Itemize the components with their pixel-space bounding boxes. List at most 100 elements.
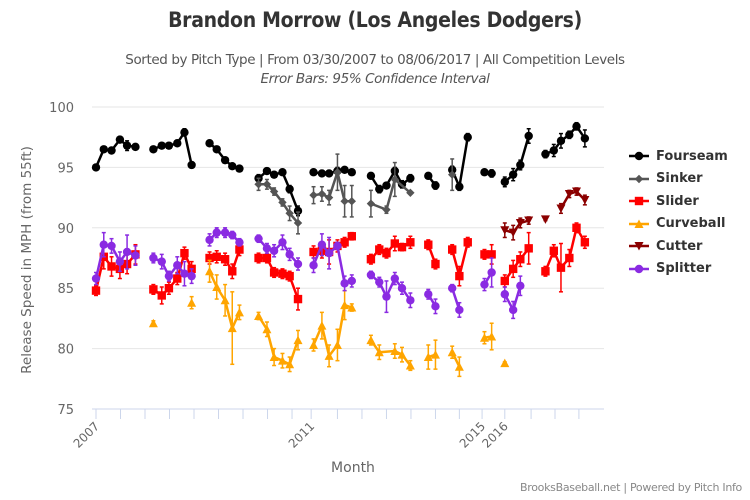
data-point bbox=[164, 141, 174, 150]
data-point bbox=[406, 188, 415, 197]
data-point bbox=[524, 244, 533, 253]
data-point bbox=[390, 346, 400, 356]
data-point bbox=[285, 359, 295, 369]
x-tick-label: 2016 bbox=[479, 419, 510, 450]
data-point bbox=[269, 268, 279, 277]
data-point bbox=[180, 269, 189, 278]
data-point bbox=[324, 351, 334, 360]
data-point bbox=[164, 271, 174, 281]
data-point bbox=[212, 252, 221, 261]
data-point bbox=[572, 223, 581, 232]
data-point bbox=[212, 228, 221, 237]
data-point bbox=[366, 199, 376, 208]
data-point bbox=[293, 259, 303, 269]
data-point bbox=[228, 230, 237, 240]
legend-marker-icon bbox=[629, 264, 649, 273]
data-point bbox=[516, 255, 525, 264]
legend-label: Slider bbox=[656, 193, 699, 209]
data-point bbox=[382, 248, 391, 258]
data-point bbox=[431, 181, 440, 190]
data-point bbox=[309, 190, 318, 200]
data-point bbox=[431, 302, 440, 311]
data-point bbox=[390, 175, 400, 184]
data-point bbox=[580, 196, 590, 205]
data-point bbox=[500, 290, 509, 299]
data-point bbox=[220, 228, 230, 237]
data-point bbox=[187, 298, 197, 307]
data-point bbox=[269, 187, 279, 196]
legend-item-slider[interactable]: Slider bbox=[628, 190, 728, 213]
legend-item-splitter[interactable]: Splitter bbox=[628, 258, 728, 281]
data-point bbox=[91, 286, 101, 295]
data-point bbox=[317, 169, 327, 178]
series-sinker bbox=[254, 153, 457, 235]
data-point bbox=[278, 198, 287, 207]
credit-text: BrooksBaseball.net | Powered by Pitch In… bbox=[519, 481, 742, 494]
legend-label: Cutter bbox=[656, 238, 703, 254]
data-point bbox=[332, 340, 342, 349]
legend-item-fourseam[interactable]: Fourseam bbox=[628, 145, 728, 168]
data-point bbox=[262, 324, 272, 334]
data-point bbox=[347, 197, 356, 206]
data-point bbox=[220, 255, 230, 264]
data-point bbox=[173, 261, 182, 270]
data-point bbox=[333, 241, 342, 251]
y-tick-label: 100 bbox=[49, 101, 74, 116]
data-point bbox=[269, 246, 279, 255]
legend-item-sinker[interactable]: Sinker bbox=[628, 168, 728, 191]
data-point bbox=[269, 170, 279, 179]
data-point bbox=[508, 170, 518, 179]
data-point bbox=[424, 171, 433, 181]
data-point bbox=[254, 180, 263, 189]
data-point bbox=[572, 187, 582, 197]
data-point bbox=[149, 253, 158, 263]
data-point bbox=[541, 149, 550, 159]
data-point bbox=[293, 335, 303, 345]
data-point bbox=[487, 332, 497, 341]
data-point bbox=[157, 291, 166, 300]
data-point bbox=[390, 274, 400, 283]
data-point bbox=[205, 266, 215, 276]
data-point bbox=[463, 133, 472, 142]
data-point bbox=[309, 168, 318, 177]
data-point bbox=[149, 285, 158, 294]
data-point bbox=[187, 160, 196, 170]
data-point bbox=[500, 358, 510, 368]
data-point bbox=[524, 216, 534, 226]
legend-symbol bbox=[634, 242, 644, 251]
data-point bbox=[227, 323, 237, 333]
legend-symbol bbox=[634, 197, 644, 206]
data-point bbox=[565, 130, 574, 139]
data-point bbox=[347, 168, 356, 177]
data-point bbox=[487, 268, 496, 277]
data-point bbox=[556, 204, 566, 213]
data-point bbox=[540, 215, 550, 224]
data-point bbox=[164, 284, 174, 293]
x-tick-label: 2007 bbox=[71, 419, 102, 450]
data-point bbox=[375, 184, 384, 194]
series-line bbox=[559, 190, 586, 210]
data-point bbox=[549, 246, 558, 255]
y-axis-title: Release Speed in MPH (from 55ft) bbox=[19, 146, 35, 374]
data-point bbox=[406, 238, 415, 247]
series-line bbox=[503, 247, 530, 282]
data-point bbox=[397, 242, 407, 252]
series-cutter bbox=[500, 187, 590, 241]
series-splitter bbox=[91, 227, 525, 320]
data-point bbox=[447, 170, 457, 179]
data-point bbox=[564, 189, 574, 199]
legend-label: Sinker bbox=[656, 171, 703, 187]
data-point bbox=[487, 250, 496, 259]
data-point bbox=[235, 164, 244, 173]
data-point bbox=[220, 295, 230, 305]
data-point bbox=[431, 259, 440, 269]
legend-symbol bbox=[634, 174, 644, 183]
legend-item-cutter[interactable]: Cutter bbox=[628, 235, 728, 258]
data-point bbox=[508, 228, 518, 238]
data-point bbox=[228, 267, 237, 276]
data-point bbox=[269, 352, 279, 362]
data-point bbox=[228, 161, 237, 171]
data-point bbox=[366, 335, 376, 345]
data-point bbox=[556, 136, 566, 146]
legend-item-curveball[interactable]: Curveball bbox=[628, 213, 728, 236]
